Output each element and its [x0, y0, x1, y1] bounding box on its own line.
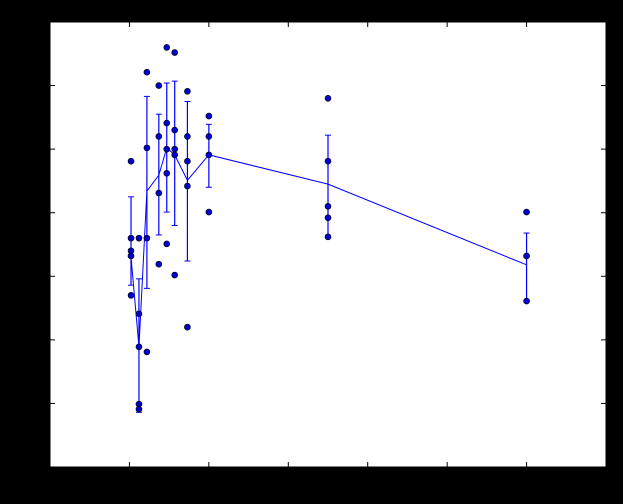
data-point — [135, 343, 143, 351]
data-point — [155, 260, 163, 268]
data-point — [324, 203, 332, 210]
data-point — [523, 297, 530, 305]
data-point — [205, 208, 213, 216]
data-point — [143, 144, 151, 152]
data-point — [171, 49, 179, 56]
data-point — [324, 94, 332, 102]
axes-area — [49, 21, 607, 468]
data-point — [163, 145, 171, 153]
data-point — [155, 82, 163, 89]
data-point — [127, 234, 135, 242]
data-point — [324, 157, 332, 165]
data-point — [135, 310, 143, 318]
data-point — [163, 119, 171, 127]
data-point — [127, 292, 135, 299]
data-point — [171, 151, 179, 159]
data-point — [143, 68, 151, 76]
data-point — [127, 252, 135, 260]
data-point — [523, 208, 530, 216]
data-point — [523, 252, 530, 260]
data-point — [205, 133, 213, 140]
scatter-points — [127, 44, 530, 413]
series-line — [130, 146, 527, 347]
data-point — [163, 240, 171, 248]
data-point — [184, 323, 191, 331]
mean-line — [130, 146, 527, 347]
data-point — [184, 182, 191, 190]
data-point — [135, 405, 143, 413]
data-point — [324, 214, 332, 222]
data-point — [127, 157, 135, 165]
data-point — [143, 234, 151, 242]
data-point — [205, 151, 213, 159]
data-point — [155, 133, 163, 140]
data-point — [171, 145, 179, 153]
data-point — [171, 271, 179, 279]
data-point — [163, 170, 171, 177]
data-point — [205, 112, 213, 120]
data-point — [163, 44, 171, 51]
data-point — [143, 348, 151, 356]
data-point — [184, 157, 191, 165]
data-point — [155, 189, 163, 197]
data-point — [171, 126, 179, 134]
axis-ticks — [50, 22, 606, 467]
data-point — [324, 233, 332, 241]
data-point — [184, 87, 191, 95]
data-point — [184, 133, 191, 140]
data-point — [135, 234, 143, 242]
